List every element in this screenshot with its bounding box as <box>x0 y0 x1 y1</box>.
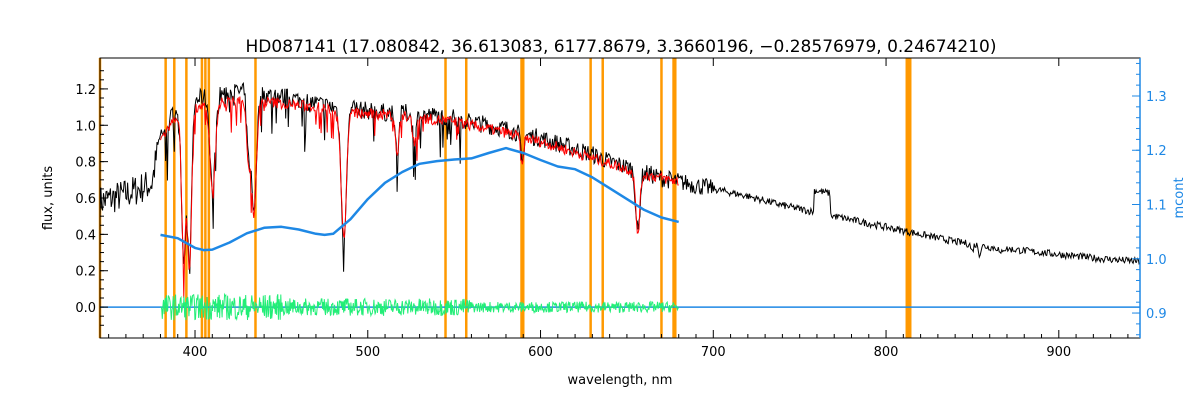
y-tick-label-0: 0.0 <box>75 301 96 316</box>
y2-tick-label-1.1: 1.1 <box>1146 199 1167 214</box>
axis-layer: 400 500 600 700 800 900 0.0 0.2 0.4 0.6 0.8 1.0 1.2 0… <box>75 58 1167 360</box>
y2-tick-label-0.9: 0.9 <box>1146 307 1167 322</box>
x-tick-label-900: 900 <box>1046 345 1071 360</box>
series-residual-line <box>160 292 680 321</box>
series-continuum-line <box>160 146 680 252</box>
y2-tick-label-1: 1.0 <box>1146 253 1167 268</box>
y2-tick-label-1.2: 1.2 <box>1146 144 1167 159</box>
y-tick-label-0.2: 0.2 <box>75 265 96 280</box>
x-axis-label: wavelength, nm <box>568 373 673 388</box>
series-layer <box>99 82 1141 321</box>
y-tick-label-0.8: 0.8 <box>75 156 96 171</box>
y2-axis-label: mcont <box>1172 177 1187 218</box>
x-tick-label-800: 800 <box>874 345 899 360</box>
y-tick-label-0.6: 0.6 <box>75 192 96 207</box>
chart-title: HD087141 (17.080842, 36.613083, 6177.867… <box>246 37 997 57</box>
y-axis-label: flux, units <box>41 166 56 231</box>
y-tick-label-1.2: 1.2 <box>75 83 96 98</box>
y2-tick-label-1.3: 1.3 <box>1146 90 1167 105</box>
y-tick-label-0.4: 0.4 <box>75 228 96 243</box>
x-tick-label-500: 500 <box>355 345 380 360</box>
x-tick-label-700: 700 <box>701 345 726 360</box>
x-tick-label-600: 600 <box>528 345 553 360</box>
y-tick-label-1: 1.0 <box>75 119 96 134</box>
x-tick-label-400: 400 <box>183 345 208 360</box>
series-model-line <box>160 95 679 299</box>
